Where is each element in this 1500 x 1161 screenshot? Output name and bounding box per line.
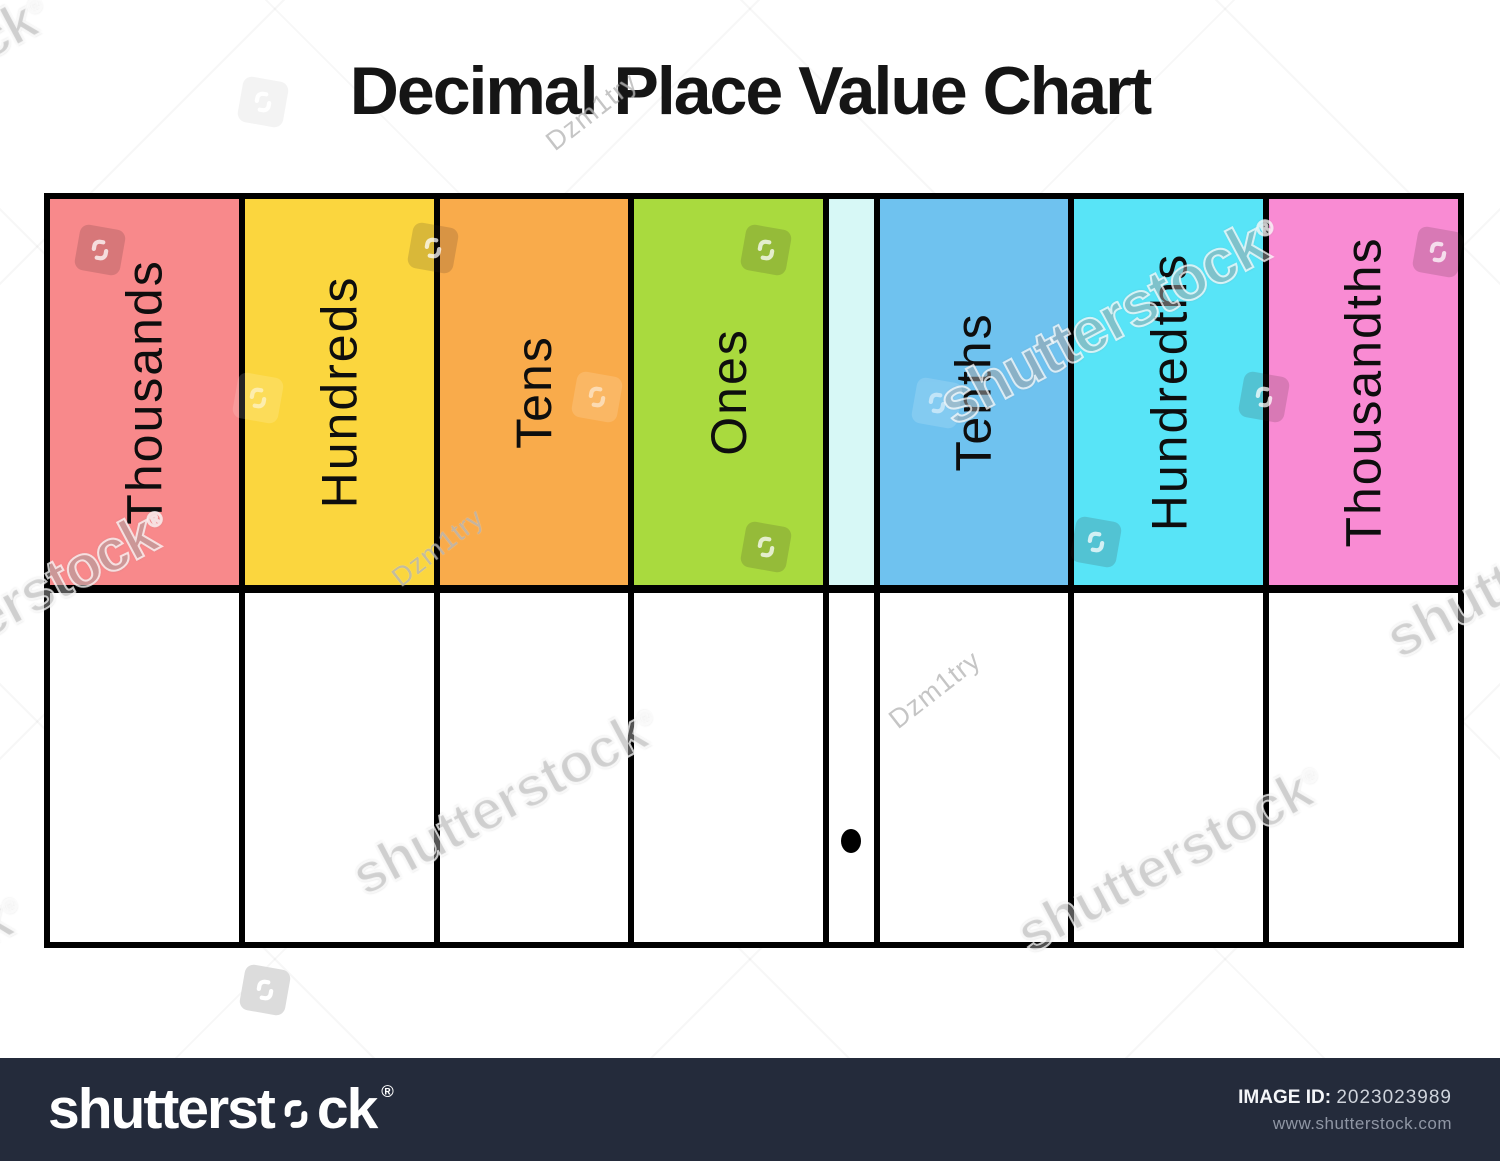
logo-text-prefix: shutterst (48, 1077, 276, 1141)
header-cell-ones: Ones (634, 199, 830, 585)
header-label: Tens (506, 335, 563, 449)
shutterstock-logo: shutterst ck ® (48, 1077, 394, 1141)
value-cell-hundreds (245, 593, 440, 942)
logo-text-suffix: ck (316, 1077, 378, 1141)
header-cell-decimal-separator (829, 199, 880, 585)
footer-bar: shutterst ck ® IMAGE ID: 2023023989 www.… (0, 1058, 1500, 1161)
watermark-registered-mark: ® (23, 0, 48, 21)
shutterstock-arrows-icon (284, 1099, 308, 1128)
header-cell-thousandths: Thousandths (1269, 199, 1458, 585)
header-label: Hundreds (311, 275, 368, 509)
header-label: Thousandths (1335, 236, 1392, 548)
header-label: Thousands (116, 259, 173, 525)
value-cell-thousands (50, 593, 245, 942)
value-cell-hundredths (1074, 593, 1270, 942)
shutterstock-watermark-icon (238, 963, 292, 1017)
value-cell-tenths (880, 593, 1075, 942)
page-title: Decimal Place Value Chart (349, 53, 1152, 129)
header-cell-tens: Tens (439, 199, 635, 585)
website-url: www.shutterstock.com (1272, 1113, 1452, 1133)
image-id-line: IMAGE ID: 2023023989 (1238, 1088, 1452, 1107)
watermark-registered-mark: ® (0, 892, 23, 920)
table-value-row (50, 593, 1458, 942)
value-cell-thousandths (1269, 593, 1458, 942)
header-cell-thousands: Thousands (50, 199, 245, 585)
image-id-value: 2023023989 (1336, 1086, 1452, 1108)
value-cell-tens (440, 593, 635, 942)
header-label: Tenths (945, 312, 1002, 472)
header-label: Ones (700, 328, 757, 456)
table-header-row: Thousands Hundreds Tens Ones Tenths Hundredth… (50, 199, 1458, 593)
image-meta: IMAGE ID: 2023023989 www.shutterstock.co… (1238, 1088, 1452, 1132)
header-cell-hundredths: Hundredths (1074, 199, 1270, 585)
header-cell-tenths: Tenths (879, 199, 1075, 585)
place-value-table: Thousands Hundreds Tens Ones Tenths Hundredth… (44, 193, 1464, 948)
value-cell-decimal-separator (829, 593, 880, 942)
header-cell-hundreds: Hundreds (244, 199, 440, 585)
header-label: Hundredths (1140, 252, 1197, 532)
registered-mark: ® (381, 1082, 393, 1101)
decimal-point-dot (841, 828, 862, 853)
image-id-label: IMAGE ID: (1238, 1086, 1332, 1108)
value-cell-ones (634, 593, 830, 942)
